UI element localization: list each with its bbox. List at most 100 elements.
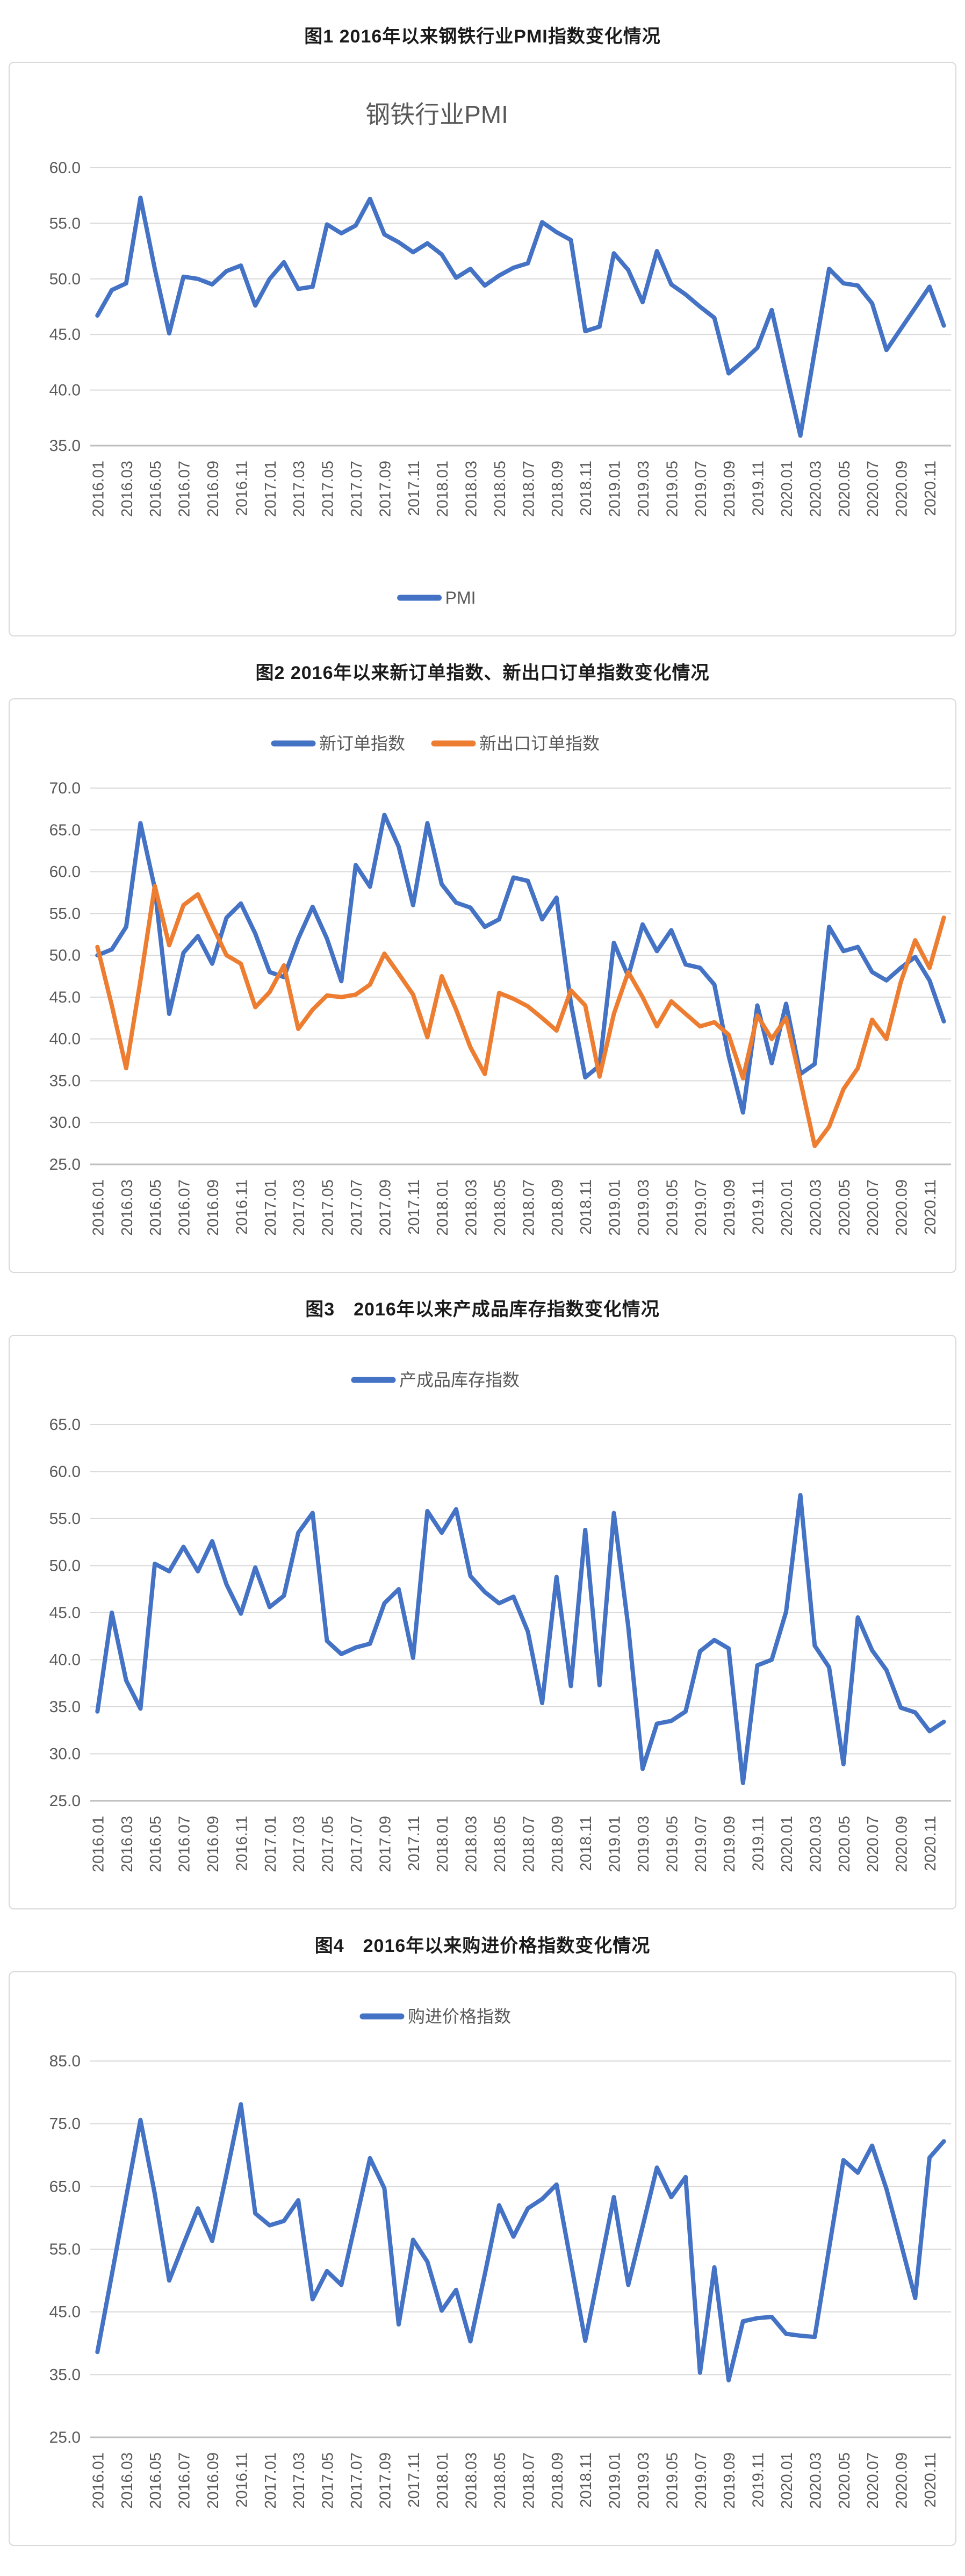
y-axis-label: 60.0 (49, 1463, 81, 1481)
x-axis-label: 2020.09 (894, 2452, 911, 2509)
figure-1: 图1 2016年以来钢铁行业PMI指数变化情况 钢铁行业PMI 60.0 55.0 5… (0, 22, 965, 636)
y-axis-label: 55.0 (49, 2241, 81, 2258)
x-axis-label: 2019.01 (607, 2452, 624, 2509)
x-axis-label: 2016.01 (90, 1179, 107, 1236)
chart-title: 钢铁行业PMI (365, 101, 508, 128)
x-axis-label: 2020.07 (865, 2452, 882, 2509)
y-axis-label: 85.0 (49, 2052, 81, 2070)
x-axis-label: 2019.05 (664, 1816, 681, 1872)
x-axis-label: 2019.03 (635, 1179, 652, 1236)
x-axis-label: 2020.07 (865, 461, 882, 517)
figure-2: 图2 2016年以来新订单指数、新出口订单指数变化情况 70.0 65.0 60.0… (0, 658, 965, 1273)
x-axis-label: 2018.11 (578, 1179, 595, 1235)
y-axis-label: 35.0 (49, 437, 81, 455)
x-axis-label: 2017.07 (348, 1179, 365, 1236)
x-axis-label: 2018.11 (578, 461, 595, 516)
x-axis-label: 2018.07 (520, 2452, 537, 2509)
report-page: { "styles": { "series_blue": "#4472C4", … (0, 22, 965, 2546)
x-axis-label: 2019.11 (750, 1179, 767, 1235)
y-axis-label: 55.0 (49, 1510, 81, 1528)
x-axis-label: 2019.07 (693, 1179, 710, 1236)
x-axis-label: 2017.11 (406, 461, 423, 516)
x-axis-label: 2018.01 (434, 2452, 451, 2509)
x-axis-label: 2017.11 (406, 1179, 423, 1235)
x-axis-label: 2018.03 (463, 1179, 480, 1236)
figure-4-title: 图4 2016年以来购进价格指数变化情况 (314, 1936, 651, 1956)
y-axis-label: 50.0 (49, 1557, 81, 1575)
x-axis-label: 2019.09 (721, 1816, 738, 1872)
x-axis-label: 2018.09 (549, 1179, 566, 1236)
legend-label-0: PMI (445, 588, 476, 607)
y-axis-label: 60.0 (49, 159, 81, 177)
x-axis-label: 2017.01 (262, 2452, 279, 2509)
x-axis-label: 2018.11 (578, 1816, 595, 1871)
x-axis-label: 2017.07 (348, 2452, 365, 2509)
y-axis-label: 40.0 (49, 1031, 81, 1048)
x-axis-label: 2016.05 (147, 1816, 164, 1872)
x-axis-label: 2018.07 (520, 1816, 537, 1872)
x-axis-label: 2019.09 (721, 1179, 738, 1236)
x-axis-label: 2017.03 (291, 461, 308, 517)
figure-4-chart-box: 85.0 75.0 65.0 55.0 45.0 35.0 25.0 2016.01 2016.… (9, 1971, 956, 2546)
x-axis-label: 2017.05 (320, 461, 337, 517)
x-axis-label: 2017.05 (320, 1816, 337, 1872)
x-axis-label: 2018.09 (549, 2452, 566, 2509)
y-axis-label: 30.0 (49, 1114, 81, 1132)
x-axis-label: 2019.03 (635, 461, 652, 517)
x-axis-label: 2018.01 (434, 1816, 451, 1872)
x-axis-label: 2019.09 (721, 461, 738, 517)
x-axis-label: 2016.09 (205, 1179, 222, 1236)
y-axis-label: 75.0 (49, 2115, 81, 2133)
x-axis-label: 2018.11 (578, 2452, 595, 2508)
y-axis-label: 70.0 (49, 779, 81, 797)
y-axis-label: 35.0 (49, 1698, 81, 1716)
y-axis-label: 40.0 (49, 382, 81, 399)
new-orders-line-chart: 70.0 65.0 60.0 55.0 50.0 45.0 40.0 35.0 30.0 25.0… (49, 734, 951, 1236)
x-axis-label: 2019.11 (750, 2452, 767, 2508)
x-axis-label: 2017.11 (406, 1816, 423, 1871)
x-axis-label: 2017.05 (320, 2452, 337, 2509)
y-axis-label: 55.0 (49, 214, 81, 232)
figure-2-title: 图2 2016年以来新订单指数、新出口订单指数变化情况 (255, 663, 710, 683)
legend-label-0: 新订单指数 (319, 734, 405, 753)
x-axis-label: 2018.09 (549, 1816, 566, 1872)
x-axis-label: 2018.03 (463, 2452, 480, 2509)
x-axis-label: 2020.05 (836, 2452, 853, 2509)
figure-1-title: 图1 2016年以来钢铁行业PMI指数变化情况 (304, 26, 661, 47)
x-axis-label: 2020.01 (779, 461, 796, 517)
x-axis-label: 2017.03 (291, 1816, 308, 1872)
x-axis-label: 2018.05 (492, 1816, 509, 1872)
x-axis-label: 2019.07 (693, 2452, 710, 2509)
x-axis-label: 2020.09 (894, 1816, 911, 1872)
x-axis-label: 2020.11 (922, 2452, 939, 2508)
x-axis-label: 2017.07 (348, 1816, 365, 1872)
x-axis-label: 2016.05 (147, 461, 164, 517)
x-axis-label: 2018.09 (549, 461, 566, 517)
x-axis-label: 2020.11 (922, 1179, 939, 1235)
x-axis-label: 2018.03 (463, 1816, 480, 1872)
x-axis-label: 2016.07 (176, 461, 193, 517)
x-axis-label: 2020.03 (807, 461, 824, 517)
legend-label-0: 产成品库存指数 (399, 1370, 520, 1390)
x-axis-label: 2016.09 (205, 461, 222, 517)
x-axis-label: 2016.07 (176, 2452, 193, 2509)
figure-1-chart-box: 钢铁行业PMI 60.0 55.0 50.0 45.0 40.0 35.0 2016.01 20… (9, 62, 956, 636)
x-axis-label: 2019.09 (721, 2452, 738, 2509)
x-axis-label: 2020.09 (894, 1179, 911, 1236)
x-axis-label: 2016.01 (90, 2452, 107, 2509)
x-axis-label: 2017.09 (377, 1816, 394, 1872)
x-axis-label: 2016.03 (119, 2452, 136, 2509)
x-axis-label: 2018.07 (520, 461, 537, 517)
x-axis-label: 2016.05 (147, 2452, 164, 2509)
y-axis-label: 25.0 (49, 1156, 81, 1173)
x-axis-label: 2018.05 (492, 461, 509, 517)
x-axis-label: 2020.05 (836, 461, 853, 517)
x-axis-label: 2020.03 (807, 2452, 824, 2509)
x-axis-label: 2016.03 (119, 1179, 136, 1236)
x-axis-label: 2018.01 (434, 1179, 451, 1236)
x-axis-label: 2018.05 (492, 2452, 509, 2509)
x-axis-label: 2016.11 (233, 461, 250, 516)
x-axis-label: 2017.05 (320, 1179, 337, 1236)
x-axis-label: 2016.07 (176, 1179, 193, 1236)
purchase-price-line-chart: 85.0 75.0 65.0 55.0 45.0 35.0 25.0 2016.01 2016.… (49, 2007, 951, 2509)
